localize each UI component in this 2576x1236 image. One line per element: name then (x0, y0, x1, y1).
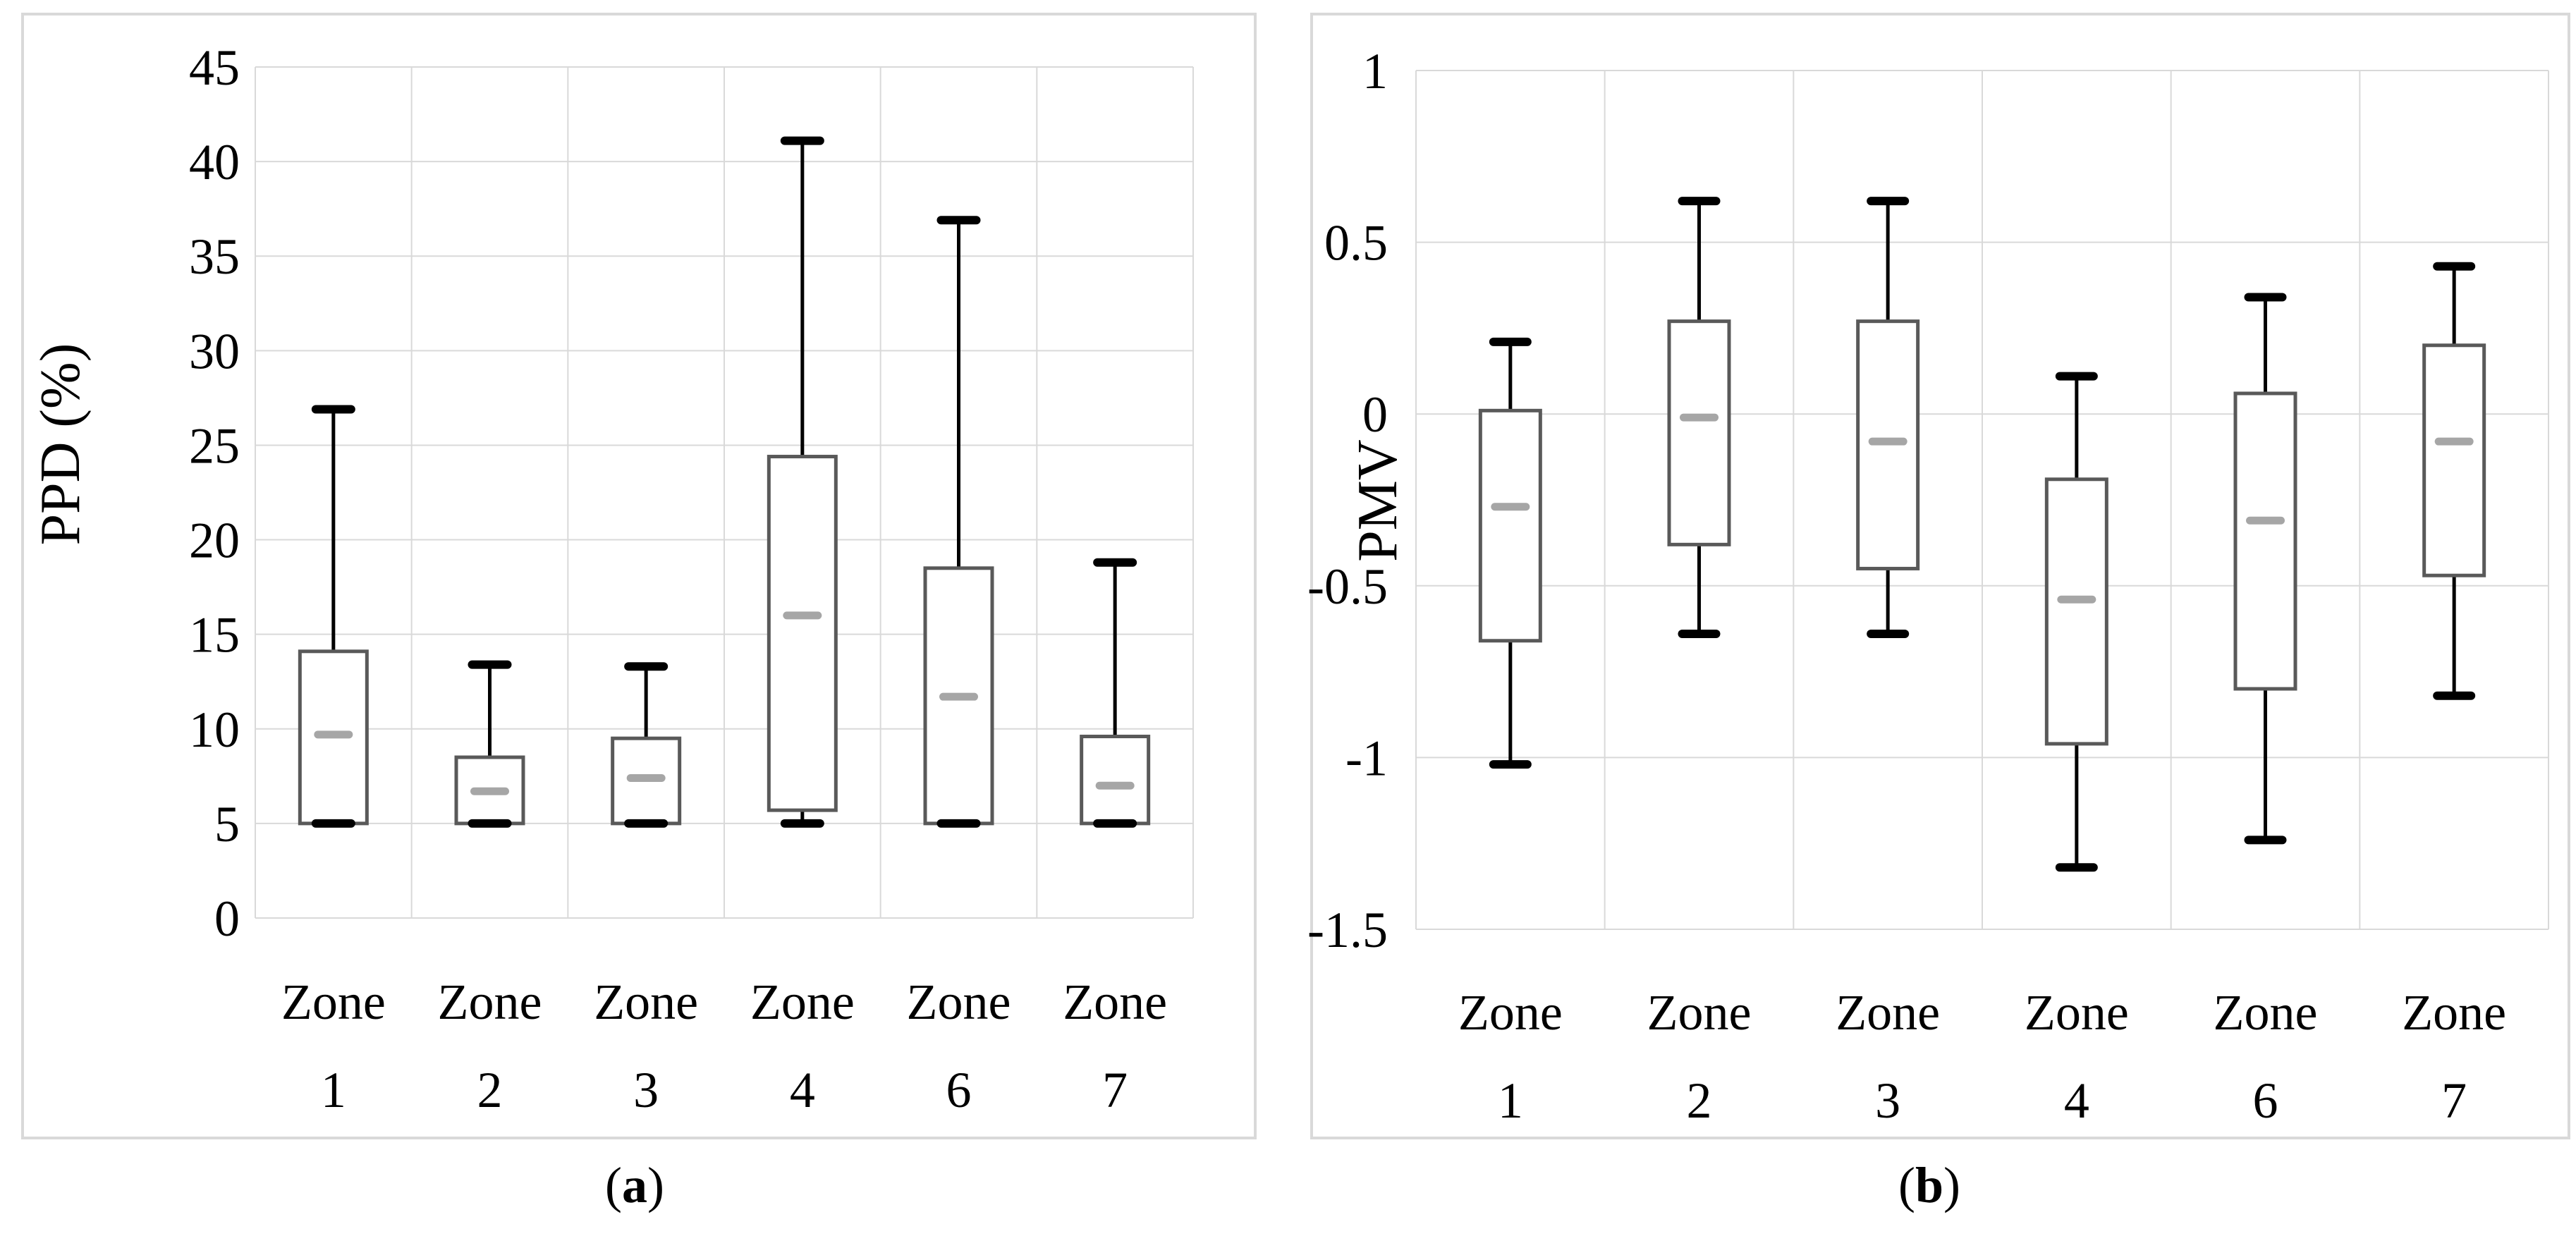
x-category-label: Zone (594, 974, 698, 1030)
x-category-number: 7 (2441, 1072, 2467, 1129)
caption-a: (a) (605, 1157, 664, 1213)
x-category-number: 4 (790, 1062, 815, 1118)
x-category-number: 4 (2064, 1072, 2089, 1129)
box (1478, 408, 1542, 643)
box (2044, 477, 2108, 746)
x-category-label: Zone (281, 974, 386, 1030)
x-category-label: Zone (1458, 984, 1563, 1041)
y-tick-label: 0 (214, 891, 240, 947)
x-category-label: Zone (2214, 984, 2318, 1041)
y-tick-label: 40 (189, 134, 240, 190)
y-tick-label: 20 (189, 513, 240, 569)
x-category-label: Zone (2025, 984, 2129, 1041)
box (1080, 735, 1151, 826)
y-tick-label: 45 (189, 39, 240, 96)
y-tick-label: 15 (189, 607, 240, 663)
y-tick-label: -1 (1345, 730, 1388, 786)
x-category-number: 2 (1687, 1072, 1712, 1129)
x-category-label: Zone (2402, 984, 2506, 1041)
x-category-label: Zone (907, 974, 1011, 1030)
x-category-number: 1 (321, 1062, 346, 1118)
y-tick-label: 30 (189, 323, 240, 379)
box (767, 455, 838, 812)
y-tick-label: 1 (1362, 43, 1388, 99)
x-category-number: 3 (1875, 1072, 1900, 1129)
caption-b: (b) (1898, 1157, 1961, 1213)
y-tick-label: 25 (189, 417, 240, 474)
box (1667, 319, 1731, 546)
y-tick-label: 35 (189, 228, 240, 285)
y-tick-label: -1.5 (1307, 902, 1388, 958)
x-category-number: 7 (1102, 1062, 1128, 1118)
x-category-label: Zone (1836, 984, 1940, 1041)
panel-a-frame (21, 13, 1257, 1139)
x-category-label: Zone (750, 974, 855, 1030)
y-tick-label: -0.5 (1307, 558, 1388, 615)
x-category-label: Zone (438, 974, 542, 1030)
box (2233, 391, 2297, 691)
y-axis-title: PMV (1347, 439, 1409, 561)
x-category-number: 1 (1498, 1072, 1523, 1129)
x-category-number: 3 (633, 1062, 659, 1118)
y-tick-label: 0 (1362, 386, 1388, 443)
x-category-label: Zone (1647, 984, 1752, 1041)
box (2422, 343, 2486, 577)
y-tick-label: 10 (189, 702, 240, 758)
y-tick-label: 0.5 (1324, 215, 1388, 271)
y-tick-label: 5 (214, 796, 240, 852)
y-axis-title: PPD (%) (30, 343, 92, 546)
x-category-number: 2 (477, 1062, 503, 1118)
x-category-label: Zone (1063, 974, 1167, 1030)
x-category-number: 6 (2253, 1072, 2278, 1129)
x-category-number: 6 (946, 1062, 972, 1118)
